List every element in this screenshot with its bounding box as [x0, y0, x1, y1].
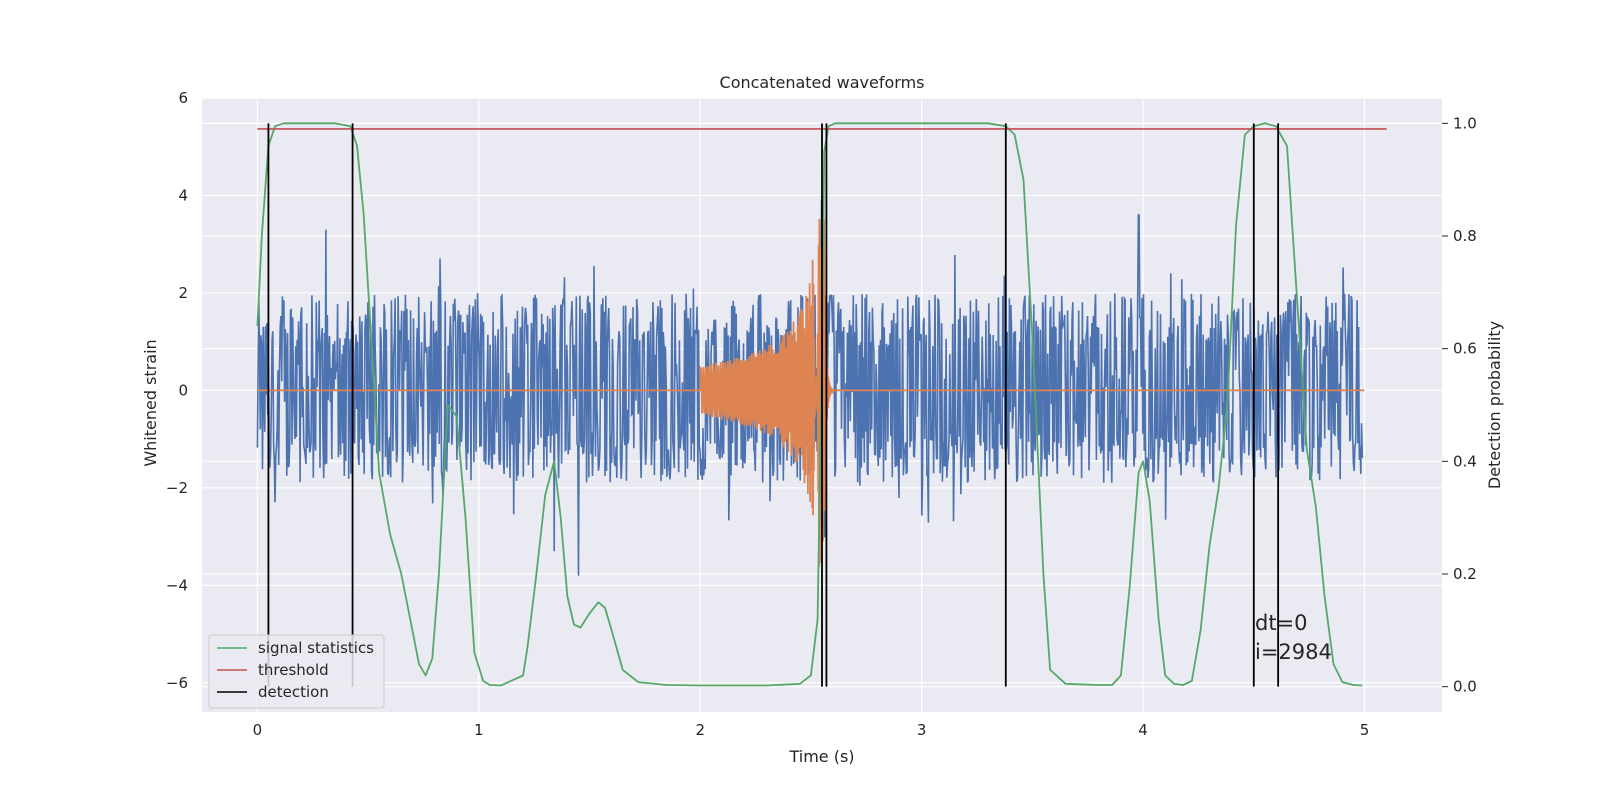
y-left-tick-label: 2: [178, 284, 188, 302]
legend-box: [208, 634, 385, 709]
y-axis-label-left: Whitened strain: [141, 339, 160, 466]
legend-label-signal-statistics: signal statistics: [258, 639, 374, 657]
template-series: [257, 217, 1365, 568]
tick-labels: 0 1 2 3 4 5 6 4 2 0 −2 −4 −6 1.0 0.8 0.6 0.4 0.2 0.0: [166, 89, 1477, 739]
x-tick-label: 5: [1360, 721, 1370, 739]
y-right-tick-label: 0.0: [1453, 678, 1477, 696]
x-tick-label: 1: [474, 721, 484, 739]
x-tick-label: 0: [253, 721, 263, 739]
template-line: [257, 217, 1365, 568]
y-right-tick-label: 1.0: [1453, 114, 1477, 132]
signal-statistics-line: [256, 122, 1363, 687]
y-left-tick-label: 6: [178, 89, 188, 107]
y-axis-label-right: Detection probability: [1485, 321, 1504, 489]
chart-title: Concatenated waveforms: [720, 73, 925, 92]
y-left-tick-label: −2: [166, 479, 188, 497]
y-left-tick-label: −4: [166, 576, 188, 594]
detection-lines: [267, 123, 1280, 687]
legend: signal statistics threshold detection: [208, 634, 385, 709]
y-left-tick-label: 4: [178, 186, 188, 204]
y-right-tick-label: 0.2: [1453, 565, 1477, 583]
y-right-tick-label: 0.8: [1453, 227, 1477, 245]
x-axis-label: Time (s): [788, 747, 854, 766]
y-left-tick-label: −6: [166, 674, 188, 692]
signal-statistics-series: [256, 122, 1363, 687]
legend-label-detection: detection: [258, 683, 329, 701]
x-tick-label: 4: [1138, 721, 1148, 739]
legend-label-threshold: threshold: [258, 661, 329, 679]
x-tick-label: 3: [917, 721, 927, 739]
y-left-tick-label: 0: [178, 381, 188, 399]
x-tick-label: 2: [695, 721, 705, 739]
annotation-index: i=2984: [1255, 640, 1332, 664]
annotation-dt: dt=0: [1255, 611, 1308, 635]
y-right-tick-label: 0.6: [1453, 340, 1477, 358]
y-right-tick-label: 0.4: [1453, 452, 1477, 470]
